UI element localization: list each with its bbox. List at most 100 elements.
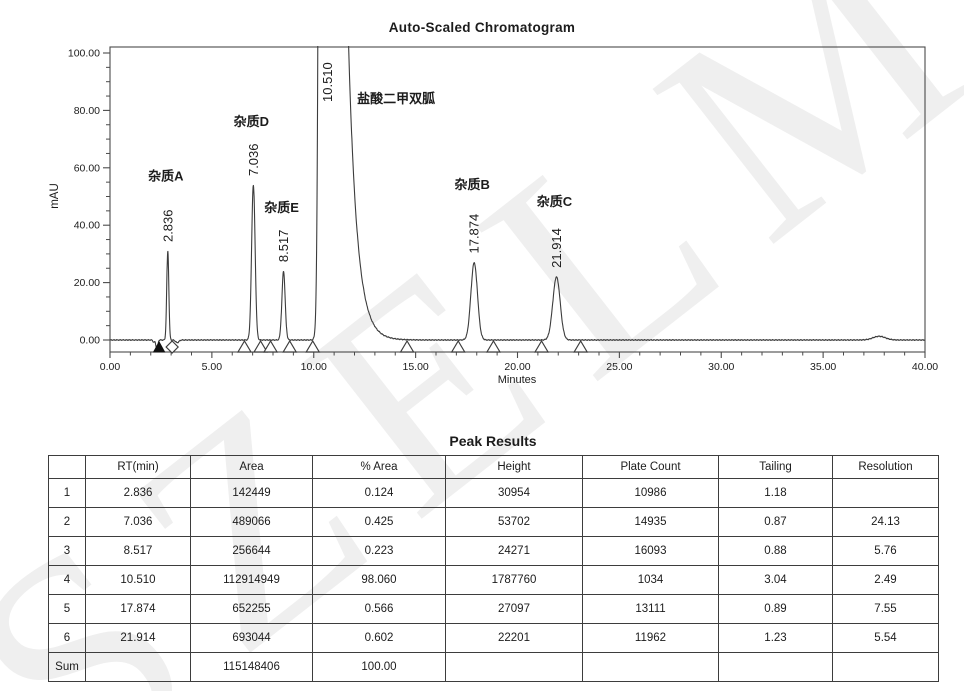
peak-rt-label: 8.517 [276,230,291,263]
table-cell: 11962 [582,623,719,653]
table-cell: 4 [48,565,86,595]
peak-rt-label: 7.036 [246,143,261,176]
table-cell: 0.87 [718,507,833,537]
table-cell: 8.517 [85,536,191,566]
table-cell: 0.89 [718,594,833,624]
table-cell: 0.425 [312,507,446,537]
integration-marker-open-triangle [450,339,466,353]
table-row: Sum 115148406 100.00 [48,652,939,682]
table-cell [832,652,939,682]
table-cell: 30954 [445,478,583,508]
table-cell: 2.49 [832,565,939,595]
table-cell: 21.914 [85,623,191,653]
x-tick-label: 30.00 [708,361,734,373]
x-tick-label: 0.00 [100,361,121,373]
table-cell: 489066 [190,507,313,537]
table-header-cell: Plate Count [582,455,719,479]
peak-labels: 2.836 杂质A 7.036 杂质D 8.517 杂质E 10.510 盐酸二甲双胍 17.8… [148,62,573,268]
chart-title: Auto-Scaled Chromatogram [388,20,576,35]
integration-marker-open-triangle [399,339,415,353]
table-cell: 2 [48,507,86,537]
table-cell: 98.060 [312,565,446,595]
table-cell: 5 [48,594,86,624]
table-cell: 256644 [190,536,313,566]
y-tick-label: 40.00 [74,220,100,232]
y-tick-label: 80.00 [74,105,100,117]
peak-rt-label: 10.510 [320,62,335,102]
table-cell: 100.00 [312,652,446,682]
peak-rt-label: 2.836 [160,209,175,242]
table-cell: 3 [48,536,86,566]
table-cell: 17.874 [85,594,191,624]
peak-results-table: RT(min) Area% Area Height Plate Count Tailin… [48,455,939,682]
x-tick-label: 15.00 [402,361,428,373]
table-header: RT(min) Area% Area Height Plate Count Tailin… [48,455,939,479]
table-cell: 5.54 [832,623,939,653]
table-cell: 13111 [582,594,719,624]
table-cell: 1034 [582,565,719,595]
integration-marker-open-diamond [165,340,179,354]
chromatogram-trace [110,46,925,350]
table-cell: 142449 [190,478,313,508]
integration-marker-open-triangle [533,339,550,353]
x-tick-label: 5.00 [202,361,223,373]
x-tick-label: 35.00 [810,361,836,373]
y-axis-label: mAU [49,183,61,209]
table-cell: 2.836 [85,478,191,508]
table-cell: 53702 [445,507,583,537]
table-cell: 0.223 [312,536,446,566]
table-cell: 115148406 [190,652,313,682]
table-cell [582,652,719,682]
table-cell: Sum [48,652,86,682]
peak-name-label: 杂质B [454,177,489,192]
peak-name-label: 盐酸二甲双胍 [357,91,435,106]
table-cell: 10986 [582,478,719,508]
table-cell: 24.13 [832,507,939,537]
peak-name-label: 杂质A [148,168,184,183]
integration-marker-open-triangle [253,339,269,353]
peak-rt-label: 21.914 [549,228,564,268]
table-cell [718,652,833,682]
peak-name-label: 杂质C [537,194,573,209]
peak-results-title: Peak Results [449,433,537,449]
x-tick-label: 25.00 [606,361,632,373]
chromatogram-trace-group [110,46,925,350]
x-tick-label: 40.00 [912,361,938,373]
integration-marker-open-triangle [263,339,279,353]
table-cell: 1 [48,478,86,508]
table-row: 5 17.874 652255 0.566 27097 13111 0.89 7.55 [48,594,939,624]
integration-marker-open-triangle [573,339,589,353]
table-header-cell [48,455,86,479]
table-row: 1 2.836 142449 0.124 30954 10986 1.18 [48,478,939,508]
integration-marker-open-triangle [282,339,298,353]
table-cell: 10.510 [85,565,191,595]
table-header-cell: Height [445,455,583,479]
x-tick-label: 10.00 [301,361,327,373]
table-cell: 22201 [445,623,583,653]
table-cell: 1787760 [445,565,583,595]
table-cell: 6 [48,623,86,653]
chromatogram-svg: 0.00 20.00 40.00 60.00 80.00 100.00 0.00 5.00 10… [49,46,938,386]
table-header-row: RT(min) Area% Area Height Plate Count Tailin… [48,455,939,479]
table-header-cell: Resolution [832,455,939,479]
table-cell: 1.18 [718,478,833,508]
chromatogram-section: Auto-Scaled Chromatogram 0.00 20.00 40.00 6… [49,20,938,386]
x-axis-label: Minutes [498,374,537,386]
y-tick-label: 60.00 [74,162,100,174]
table-cell: 0.602 [312,623,446,653]
peak-rt-label: 17.874 [467,214,482,254]
table-header-cell: % Area [312,455,446,479]
table-cell: 24271 [445,536,583,566]
table-cell: 16093 [582,536,719,566]
table-cell: 0.88 [718,536,833,566]
table-cell: 14935 [582,507,719,537]
table-header-cell: Tailing [718,455,833,479]
table-cell [85,652,191,682]
table-cell [445,652,583,682]
axis-ticks: 0.00 20.00 40.00 60.00 80.00 100.00 0.00 5.00 10… [68,48,938,374]
table-cell: 652255 [190,594,313,624]
table-cell: 1.23 [718,623,833,653]
peak-name-label: 杂质D [234,114,269,129]
table-cell: 3.04 [718,565,833,595]
